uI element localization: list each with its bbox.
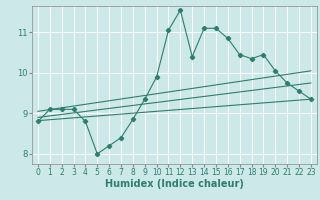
X-axis label: Humidex (Indice chaleur): Humidex (Indice chaleur) xyxy=(105,179,244,189)
